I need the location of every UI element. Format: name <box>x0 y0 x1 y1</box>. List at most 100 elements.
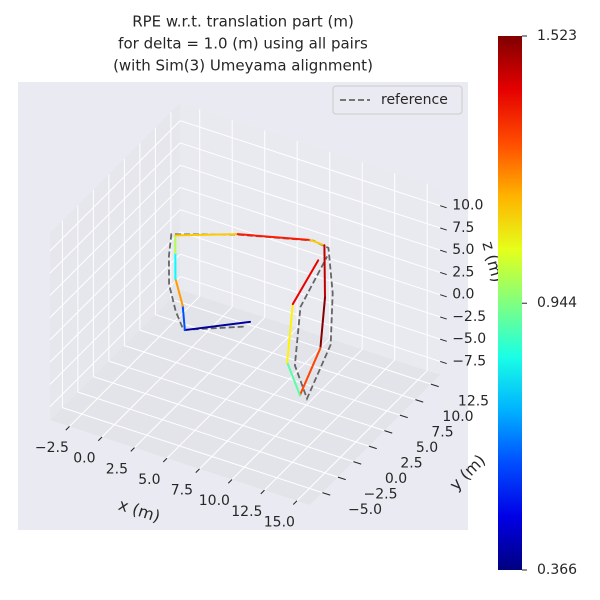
title-line: (with Sim(3) Umeyama alignment) <box>113 57 373 75</box>
colorbar-tick-label: 0.944 <box>537 295 577 311</box>
grid-line <box>231 348 363 480</box>
trajectory-segment <box>323 244 326 299</box>
tick-mark <box>440 338 447 342</box>
y-tick-label: 10.0 <box>442 409 473 425</box>
colorbar-tick-label: 1.523 <box>537 28 577 44</box>
tick-mark <box>337 476 346 481</box>
grid-line <box>49 187 181 319</box>
tick-mark <box>440 360 447 365</box>
tick-mark <box>353 461 362 465</box>
tick-mark <box>368 445 377 450</box>
tick-mark <box>440 316 447 320</box>
trajectory-segment <box>309 239 326 247</box>
tick-mark <box>65 426 70 431</box>
trajectory-segment <box>291 259 320 306</box>
grid-line <box>180 164 441 251</box>
title-line: RPE w.r.t. translation part (m) <box>132 13 354 31</box>
grid-line <box>180 275 441 362</box>
floor-pane <box>50 289 441 505</box>
trajectory-segment <box>181 304 186 332</box>
trajectory-segment <box>236 233 312 241</box>
trajectory-segment <box>183 320 252 332</box>
tick-mark <box>260 489 265 495</box>
z-tick-label: −2.5 <box>452 309 486 325</box>
grid-line <box>180 142 441 229</box>
grid-line <box>199 338 331 470</box>
x-tick-label: 5.0 <box>138 472 160 488</box>
grid-line <box>49 142 181 274</box>
y-tick-label: −5.0 <box>348 502 382 518</box>
x-tick-label: 7.5 <box>171 483 193 499</box>
z-tick-label: 7.5 <box>452 220 474 236</box>
grid-line <box>62 407 323 494</box>
tick-mark <box>130 447 135 452</box>
grid-line <box>166 327 298 459</box>
tick-mark <box>195 468 200 473</box>
grid-line <box>134 317 266 448</box>
grid-line <box>180 209 441 296</box>
trajectory-segment <box>174 277 184 307</box>
x-tick-label: 0.0 <box>73 451 95 467</box>
grid-line <box>93 376 354 463</box>
tick-mark <box>97 436 103 442</box>
grid-line <box>264 359 396 491</box>
tick-mark <box>440 227 447 231</box>
tick-mark <box>440 249 447 253</box>
grid-line <box>296 370 428 502</box>
grid-line <box>49 231 181 363</box>
trajectory-segment <box>286 361 301 397</box>
y-tick-label: 2.5 <box>400 455 422 471</box>
grid-line <box>124 345 385 432</box>
left-pane <box>50 102 181 421</box>
tick-mark <box>440 294 447 298</box>
z-tick-label: 10.0 <box>452 198 483 214</box>
z-tick-label: 2.5 <box>452 264 474 280</box>
x-tick-label: 15.0 <box>264 514 295 530</box>
z-tick-label: 0.0 <box>452 287 474 303</box>
grid-line <box>49 120 181 252</box>
tick-mark <box>430 383 439 388</box>
grid-line <box>49 209 181 341</box>
z-tick-label: 5.0 <box>452 242 474 258</box>
trajectory-segment <box>298 347 322 397</box>
y-tick-label: −2.5 <box>364 486 398 502</box>
x-tick-label: 2.5 <box>106 461 128 477</box>
y-tick-label: 12.5 <box>458 393 489 409</box>
trajectory-segment <box>319 296 326 350</box>
tick-mark <box>162 457 168 463</box>
back-pane <box>180 102 441 375</box>
grid-line <box>180 253 441 340</box>
tick-mark <box>440 271 447 276</box>
x-tick-label: 12.5 <box>231 504 262 520</box>
trajectory-segment <box>286 303 294 364</box>
grid-line <box>77 391 339 478</box>
tick-mark <box>440 205 447 209</box>
x-tick-label: 10.0 <box>199 493 230 509</box>
grid-line <box>49 276 181 408</box>
tick-mark <box>399 414 408 419</box>
tick-mark <box>384 430 393 434</box>
grid-line <box>49 164 181 296</box>
z-tick-label: −5.0 <box>452 331 486 347</box>
plot-area: −2.50.02.55.07.510.012.515.0−5.0−2.50.02… <box>35 85 508 530</box>
x-tick-label: −2.5 <box>35 440 69 456</box>
y-tick-label: 5.0 <box>416 440 438 456</box>
grid-line <box>180 186 441 273</box>
tick-mark <box>227 479 233 484</box>
title-line: for delta = 1.0 (m) using all pairs <box>118 35 368 53</box>
grid-line <box>170 298 432 385</box>
z-tick-label: −7.5 <box>452 353 486 369</box>
grid-line <box>108 360 370 447</box>
tick-mark <box>322 492 331 496</box>
title: RPE w.r.t. translation part (m) for delt… <box>113 13 373 75</box>
grid-line <box>139 329 401 416</box>
tick-mark <box>415 399 424 403</box>
colorbar <box>498 36 522 570</box>
trajectory-segment <box>174 233 239 237</box>
legend-box <box>332 85 463 115</box>
legend: reference <box>332 85 463 115</box>
colorbar-tick-label: 0.366 <box>537 562 577 578</box>
legend-label: reference <box>381 92 448 108</box>
y-tick-label: 0.0 <box>385 471 407 487</box>
